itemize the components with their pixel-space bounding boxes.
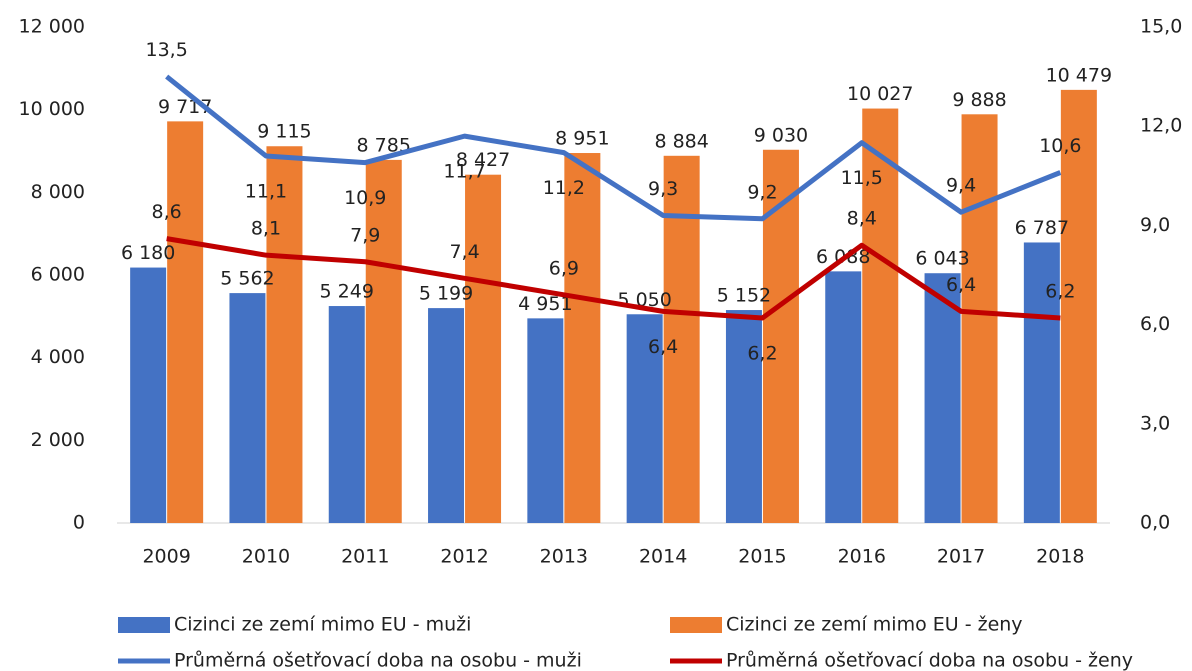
bar [862,108,899,524]
legend-label: Cizinci ze zemí mimo EU - ženy [726,614,1023,636]
x-tick-label: 2009 [142,546,190,568]
data-label: 10 479 [1046,64,1112,86]
bar [564,153,601,523]
data-label: 7,4 [449,241,479,263]
x-tick-label: 2013 [540,546,588,568]
legend-swatch [670,617,722,633]
data-label: 6,2 [747,342,777,364]
y2-tick-label: 12,0 [1140,115,1182,137]
data-label: 8 884 [654,130,708,152]
bar [167,121,204,523]
legend-label: Cizinci ze zemí mimo EU - muži [174,614,471,636]
data-label: 5 199 [419,283,473,305]
data-label: 13,5 [145,39,187,61]
x-tick-label: 2016 [838,546,886,568]
bar [130,267,167,523]
y-tick-label: 8 000 [31,181,85,203]
y-tick-label: 12 000 [19,16,85,38]
y-tick-label: 4 000 [31,346,85,368]
data-label: 6 180 [121,242,175,264]
x-tick-label: 2015 [738,546,786,568]
x-tick-label: 2011 [341,546,389,568]
y2-tick-label: 0,0 [1140,512,1170,534]
data-label: 9,4 [946,175,976,197]
bar [428,308,465,523]
data-label: 10 027 [847,83,913,105]
data-label: 9,3 [648,178,678,200]
data-label: 5 562 [220,268,274,290]
data-label: 8,4 [847,208,877,230]
data-label: 11,5 [841,167,883,189]
y-tick-label: 6 000 [31,264,85,286]
bar [961,114,998,524]
line [166,236,1061,321]
y2-tick-label: 9,0 [1140,214,1170,236]
data-label: 6,4 [648,336,678,358]
data-label: 6 043 [915,248,969,270]
x-tick-label: 2018 [1036,546,1084,568]
bar [328,306,365,523]
legend-label: Průměrná ošetřovací doba na osobu - muži [174,650,582,671]
x-tick-label: 2012 [440,546,488,568]
data-label: 7,9 [350,224,380,246]
y-tick-label: 2 000 [31,429,85,451]
data-label: 11,1 [245,180,287,202]
data-label: 6 787 [1015,217,1069,239]
data-label: 6,9 [549,257,579,279]
bar [924,273,961,523]
y2-tick-label: 3,0 [1140,412,1170,434]
data-label: 9 030 [754,124,808,146]
y-tick-label: 10 000 [19,98,85,120]
data-label: 8,1 [251,218,281,240]
bar [365,159,402,524]
data-label: 8 427 [456,149,510,171]
data-label: 6,2 [1045,280,1075,302]
bar [1023,242,1060,523]
data-label: 5 152 [717,285,771,307]
y2-tick-label: 6,0 [1140,313,1170,335]
x-tick-label: 2017 [937,546,985,568]
bar [725,310,762,523]
line [165,74,1062,222]
bar [1060,89,1097,524]
bar [626,314,663,523]
x-tick-label: 2010 [242,546,290,568]
y-tick-label: 0 [73,512,85,534]
data-label: 6,4 [946,274,976,296]
data-label: 9 115 [257,121,311,143]
bar [527,318,564,523]
data-label: 10,6 [1039,135,1081,157]
bar [229,293,266,523]
bar [266,146,303,523]
bar [825,271,862,523]
x-tick-label: 2014 [639,546,687,568]
data-label: 9,2 [747,181,777,203]
data-label: 11,7 [443,161,485,183]
data-label: 8 785 [357,134,411,156]
legend-label: Průměrná ošetřovací doba na osobu - ženy [726,650,1133,671]
legend-swatch [118,617,170,633]
data-label: 8,6 [152,201,182,223]
bar [465,174,502,523]
data-label: 5 249 [320,281,374,303]
data-label: 9 888 [952,89,1006,111]
y2-tick-label: 15,0 [1140,16,1182,38]
data-label: 10,9 [344,187,386,209]
data-label: 8 951 [555,128,609,150]
data-label: 11,2 [543,177,585,199]
data-label: 4 951 [518,293,572,315]
